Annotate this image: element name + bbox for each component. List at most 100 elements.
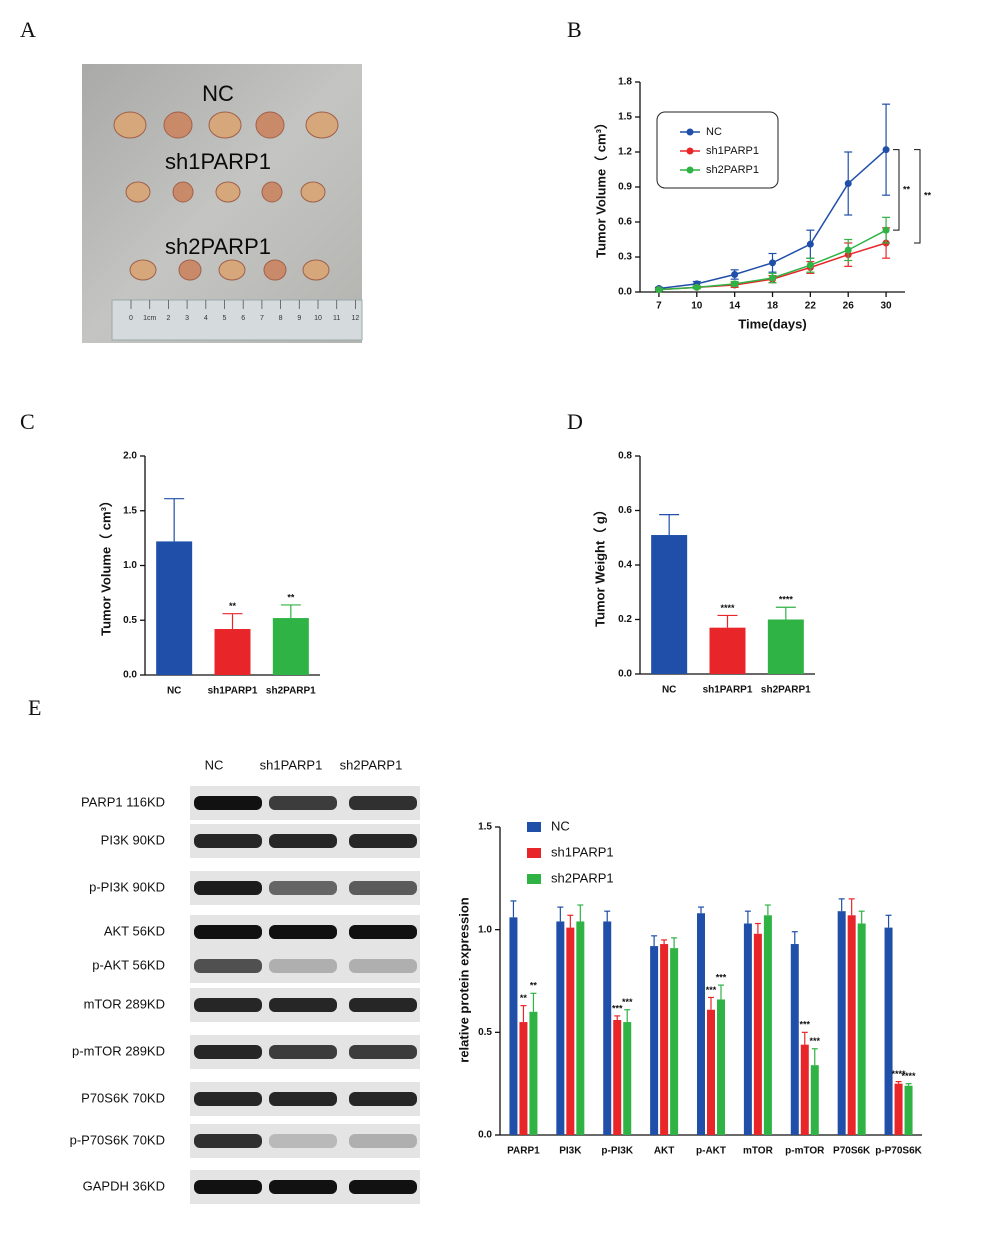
annotation: ** [520,993,528,1003]
x-tick-label: P70S6K [833,1146,871,1157]
blot-band [194,1092,262,1106]
tumor [215,181,241,203]
blot-column-label: NC [205,757,224,772]
blot-column-label: sh2PARP1 [340,757,403,772]
y-tick-label: 1.5 [478,822,492,833]
point [806,240,814,248]
ruler-label: 12 [352,315,360,322]
x-tick-label: NC [662,685,676,696]
ruler-label: 6 [241,315,245,322]
y-tick-label: 0.6 [618,505,632,516]
x-tick-label: 30 [881,301,893,312]
annotation: *** [716,972,727,982]
x-tick-label: PARP1 [507,1146,540,1157]
legend-box [656,111,779,189]
annotation: **** [720,603,735,613]
legend-marker [686,147,694,155]
x-tick-label: sh2PARP1 [761,685,811,696]
x-tick-label: AKT [654,1146,675,1157]
bar [884,927,893,1135]
blot-row-label: GAPDH 36KD [83,1178,165,1193]
point [731,271,739,278]
blot-row-label: p-PI3K 90KD [89,879,165,894]
y-tick-label: 0.3 [618,252,632,263]
point [769,274,776,282]
blot-band [194,881,262,895]
y-tick-label: 1.5 [123,505,137,516]
bar [707,1009,715,1135]
legend-label: NC [706,126,722,138]
blot-band [194,1045,262,1059]
panel-letter: C [20,409,35,434]
panel-letter: A [20,17,36,42]
bar [670,948,679,1135]
tumor [255,111,285,139]
x-tick-label: sh1PARP1 [703,685,753,696]
blot-column-label: sh1PARP1 [260,757,323,772]
tumor [302,259,330,281]
point [844,246,852,254]
bar [214,629,251,675]
y-axis-label: Tumor Volume（ cm³） [593,116,608,258]
blot-row-label: p-mTOR 289KD [72,1043,165,1058]
blot-band [269,834,337,848]
x-tick-label: NC [167,686,181,697]
annotation: *** [706,985,717,995]
annotation: ** [924,191,932,201]
x-tick-label: p-PI3K [601,1146,633,1157]
legend-label: sh1PARP1 [706,145,759,157]
blot-row-label: mTOR 289KD [84,996,165,1011]
blot-band [194,959,262,973]
panel-letter: E [28,695,41,720]
bar [613,1020,622,1135]
tumor [163,111,193,139]
annotation: *** [622,997,633,1007]
point [693,283,701,291]
bar [556,921,565,1135]
ruler-label: 10 [314,315,322,322]
point [731,280,739,288]
bar [894,1083,903,1135]
y-axis-label: Tumor Weight（ g） [592,503,607,627]
annotation: ** [530,981,538,991]
blot-band [269,1134,337,1148]
bar [717,999,725,1135]
tumor [113,111,147,139]
bar [810,1065,819,1135]
tumor [300,181,326,203]
blot-band [349,1180,417,1194]
blot-row-label: PI3K 90KD [101,832,165,847]
y-tick-label: 0.6 [618,217,632,228]
annotation: **** [892,1069,907,1079]
y-tick-label: 0.0 [618,287,632,298]
ruler-label: 5 [223,315,227,322]
bar [272,618,309,675]
y-tick-label: 0.5 [478,1027,492,1038]
ruler [111,299,363,341]
blot-band [194,1134,262,1148]
blot-band [194,834,262,848]
blot-band [269,1180,337,1194]
x-tick-label: 26 [843,301,855,312]
bar [660,944,669,1135]
tumor [305,111,339,139]
bar [790,944,799,1135]
legend-swatch [527,874,541,884]
y-tick-label: 0.5 [123,615,137,626]
blot-band [349,1092,417,1106]
panel-letter: B [567,17,582,42]
legend-label: sh2PARP1 [706,164,759,176]
ruler-label: 9 [297,315,301,322]
x-tick-label: 7 [656,301,662,312]
x-tick-label: 18 [767,301,779,312]
annotation: *** [800,1020,811,1030]
bar [743,923,752,1135]
legend-label: NC [551,818,570,833]
y-axis-label: relative protein expression [456,897,471,1063]
y-tick-label: 0.2 [618,614,632,625]
tumor [129,259,157,281]
blot-band [349,881,417,895]
bar [904,1085,913,1135]
x-tick-label: mTOR [743,1146,774,1157]
x-tick-label: p-AKT [696,1146,726,1157]
